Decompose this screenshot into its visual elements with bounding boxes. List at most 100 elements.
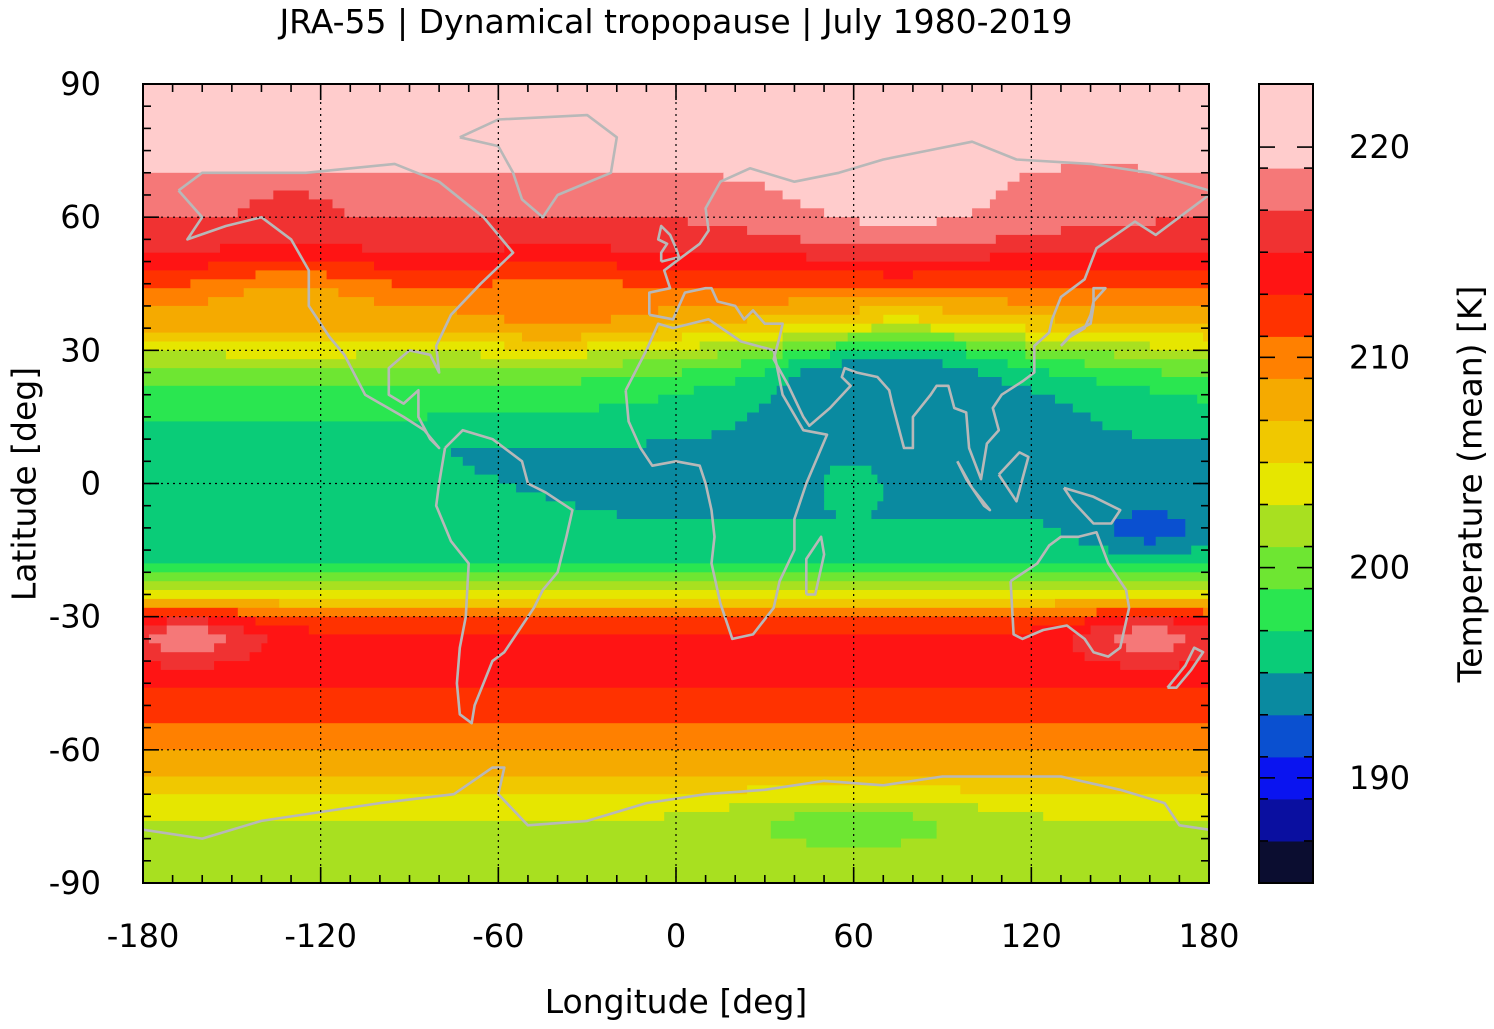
field-cell — [770, 820, 938, 831]
field-cell — [1167, 510, 1209, 520]
field-cell — [143, 563, 1209, 573]
field-cell — [338, 288, 1209, 298]
field-cell — [658, 394, 772, 405]
field-cell — [1090, 412, 1209, 422]
field-cell — [498, 474, 825, 485]
field-cell — [741, 359, 790, 369]
field-cell — [143, 669, 1209, 680]
field-cell — [143, 323, 659, 334]
field-cell — [646, 439, 1209, 449]
field-cell — [456, 305, 659, 316]
field-cell — [1155, 536, 1209, 547]
field-cell — [610, 243, 1209, 254]
field-cell — [1203, 607, 1209, 618]
field-cell — [1096, 377, 1209, 387]
field-cell — [1084, 359, 1209, 369]
field-cell — [143, 510, 618, 520]
field-cell — [581, 377, 736, 387]
colorbar-swatch — [1259, 672, 1313, 716]
field-cell — [225, 350, 357, 360]
field-cell — [391, 279, 493, 289]
field-cell — [901, 838, 1209, 849]
field-cell — [143, 456, 464, 467]
field-cell — [806, 838, 902, 849]
field-cell — [143, 377, 582, 387]
field-cell — [1055, 394, 1198, 405]
colorbar-swatch — [1259, 84, 1313, 169]
field-cell — [1031, 385, 1151, 396]
field-cell — [214, 661, 1121, 671]
field-cell — [261, 643, 1074, 653]
field-cell — [711, 430, 1133, 440]
field-cell — [758, 403, 1074, 414]
field-cell — [1155, 217, 1209, 227]
field-cell — [492, 279, 624, 289]
field-cell — [249, 652, 1086, 662]
field-cell — [143, 581, 1209, 591]
field-cell — [1191, 545, 1209, 556]
colorbar-tick-label: 210 — [1349, 338, 1410, 376]
field-cell — [143, 217, 689, 227]
field-cell — [308, 625, 1032, 635]
field-cell — [143, 305, 458, 316]
field-cell — [1126, 643, 1175, 653]
field-cell — [143, 181, 766, 192]
field-cell — [143, 155, 1209, 165]
field-cell — [735, 377, 790, 387]
colorbar-swatch — [1259, 840, 1313, 884]
field-cell — [143, 749, 1209, 760]
field-cell — [735, 421, 1103, 431]
y-tick-label: -30 — [49, 598, 101, 636]
field-cell — [859, 217, 938, 227]
field-cell — [776, 385, 1032, 396]
coast-new-zealand — [1166, 646, 1205, 689]
field-cell — [143, 687, 1209, 698]
field-cell — [717, 350, 784, 360]
x-tick-label: 120 — [1001, 917, 1062, 955]
coast-south-america — [434, 428, 574, 725]
field-cell — [374, 261, 499, 272]
coast-japan — [1059, 286, 1107, 347]
field-cell — [143, 483, 517, 493]
field-cell — [699, 341, 784, 351]
field-cell — [498, 261, 618, 272]
field-cell — [208, 261, 375, 272]
field-cell — [782, 341, 837, 351]
field-cell — [1096, 607, 1204, 618]
field-cell — [681, 368, 766, 378]
field-cell — [143, 288, 245, 298]
field-cell — [143, 501, 576, 511]
field-cell — [160, 643, 215, 653]
field-cell — [208, 625, 245, 635]
field-cell — [480, 350, 588, 360]
colorbar-swatch — [1259, 504, 1313, 548]
field-cell — [978, 803, 1209, 813]
field-cell — [824, 483, 884, 493]
field-cell — [936, 820, 1209, 831]
colorbar-swatch — [1259, 252, 1313, 295]
field-cell — [687, 217, 861, 227]
field-cell — [143, 598, 280, 609]
field-cell — [344, 208, 825, 218]
field-cell — [1084, 652, 1209, 662]
field-cell — [764, 181, 1009, 192]
y-tick-label: 60 — [60, 198, 101, 236]
field-cell — [954, 332, 1026, 343]
field-cell — [214, 643, 263, 653]
field-cell — [255, 270, 328, 280]
colorbar-tick-label: 200 — [1349, 549, 1410, 587]
field-cell — [960, 785, 1209, 795]
field-cell — [883, 314, 920, 325]
field-cell — [166, 616, 209, 627]
field-cell — [1031, 625, 1092, 635]
field-cell — [143, 536, 1080, 547]
field-cell — [362, 243, 505, 254]
field-cell — [1114, 519, 1186, 529]
field-cell — [616, 261, 1209, 272]
field-cell — [143, 492, 547, 502]
field-cell — [1090, 625, 1133, 635]
field-cell — [1043, 519, 1115, 529]
field-cell — [995, 234, 1209, 245]
